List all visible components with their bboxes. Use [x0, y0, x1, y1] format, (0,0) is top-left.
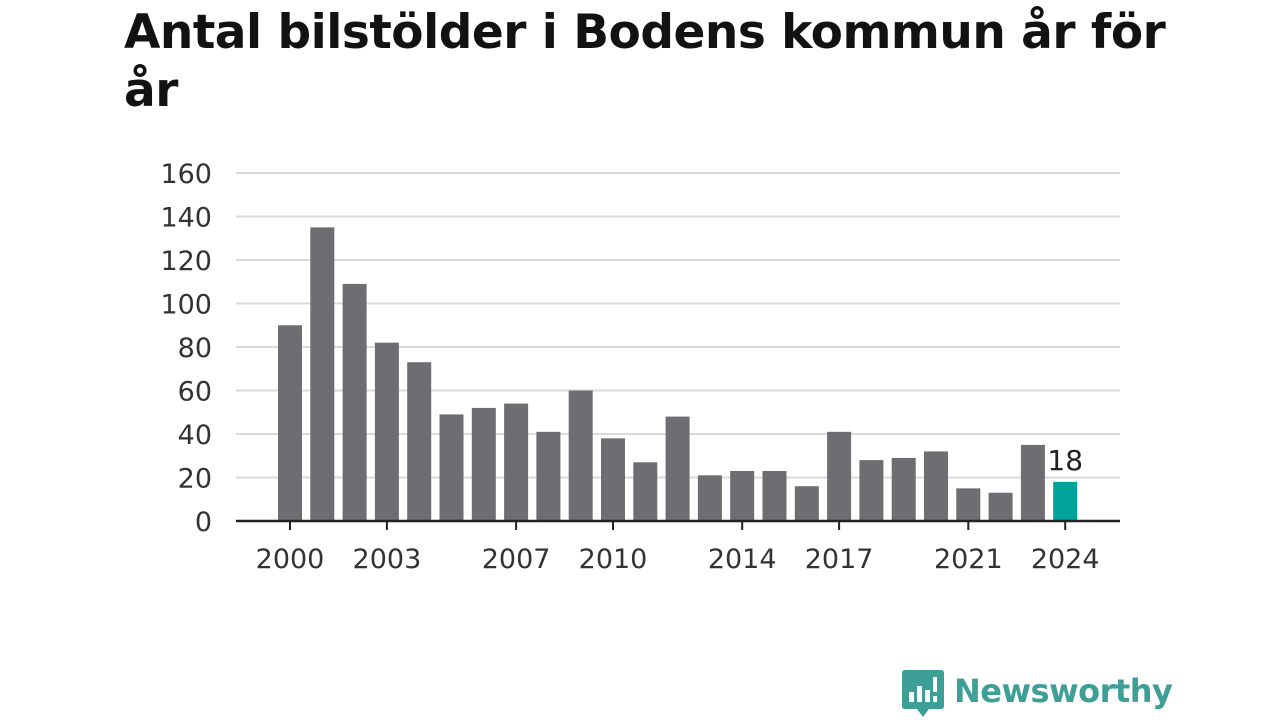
- bar: [278, 325, 302, 521]
- newsworthy-brand: Newsworthy: [902, 670, 1173, 720]
- bar: [568, 390, 593, 521]
- bars: [278, 227, 1078, 521]
- bar: [601, 438, 625, 521]
- x-tick-label: 2000: [256, 544, 325, 575]
- x-tick-label: 2024: [1031, 544, 1100, 575]
- y-tick-label: 120: [160, 246, 212, 277]
- bar: [988, 492, 1013, 521]
- y-tick-label: 40: [178, 420, 212, 451]
- bar: [697, 475, 722, 521]
- y-tick-label: 80: [178, 333, 212, 364]
- y-tick-label: 60: [178, 377, 212, 408]
- x-axis: 2000 2003 2007 2010 2014 2017 2021 2024: [236, 519, 1120, 575]
- bar: [374, 342, 399, 521]
- x-tick-label: 2017: [805, 544, 874, 575]
- x-tick-label: 2010: [579, 544, 648, 575]
- y-tick-label: 20: [178, 464, 212, 495]
- bar: [536, 431, 561, 521]
- bar: [342, 283, 367, 521]
- brand-name: Newsworthy: [954, 672, 1173, 710]
- bar: [439, 414, 464, 521]
- bar: [504, 403, 529, 521]
- y-tick-label: 0: [195, 507, 212, 538]
- bar: [859, 460, 884, 521]
- bar: [665, 416, 690, 521]
- x-tick-label: 2021: [934, 544, 1003, 575]
- bar: [762, 470, 787, 521]
- x-tick-label: 2014: [708, 544, 777, 575]
- bar: [891, 457, 916, 521]
- bar: [794, 486, 819, 521]
- bar: [827, 431, 852, 521]
- y-axis: 0 20 40 60 80 100 120 140 160: [160, 159, 212, 538]
- x-tick-label: 2003: [353, 544, 422, 575]
- data-label-2024: 18: [1047, 444, 1083, 477]
- bar: [633, 462, 658, 521]
- gridlines: [236, 172, 1120, 479]
- bar-highlight: [1053, 481, 1078, 521]
- x-tick-label: 2007: [482, 544, 551, 575]
- newsworthy-logo-icon: [902, 670, 944, 717]
- y-tick-label: 160: [160, 159, 212, 190]
- bar: [1020, 444, 1045, 521]
- bar: [471, 407, 496, 521]
- bar: [956, 488, 981, 521]
- y-tick-label: 100: [160, 290, 212, 321]
- bar: [407, 362, 432, 521]
- y-tick-label: 140: [160, 203, 212, 234]
- chart-title: Antal bilstölder i Bodens kommun år för …: [124, 5, 1166, 118]
- bar: [924, 451, 948, 521]
- bar: [730, 470, 755, 521]
- data-labels: 18: [1047, 444, 1083, 477]
- bar: [310, 227, 335, 521]
